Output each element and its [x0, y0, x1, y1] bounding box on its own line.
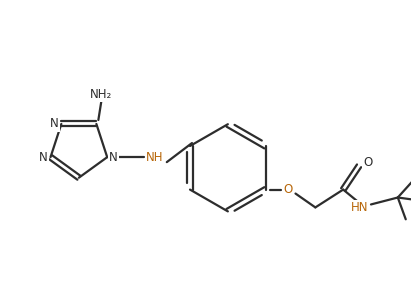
Text: NH: NH — [146, 151, 164, 164]
Text: NH₂: NH₂ — [90, 88, 112, 101]
Text: N: N — [49, 117, 59, 130]
Text: O: O — [283, 183, 292, 196]
Text: N: N — [109, 151, 118, 164]
Text: HN: HN — [351, 201, 368, 214]
Text: N: N — [39, 151, 47, 164]
Text: O: O — [363, 156, 372, 169]
